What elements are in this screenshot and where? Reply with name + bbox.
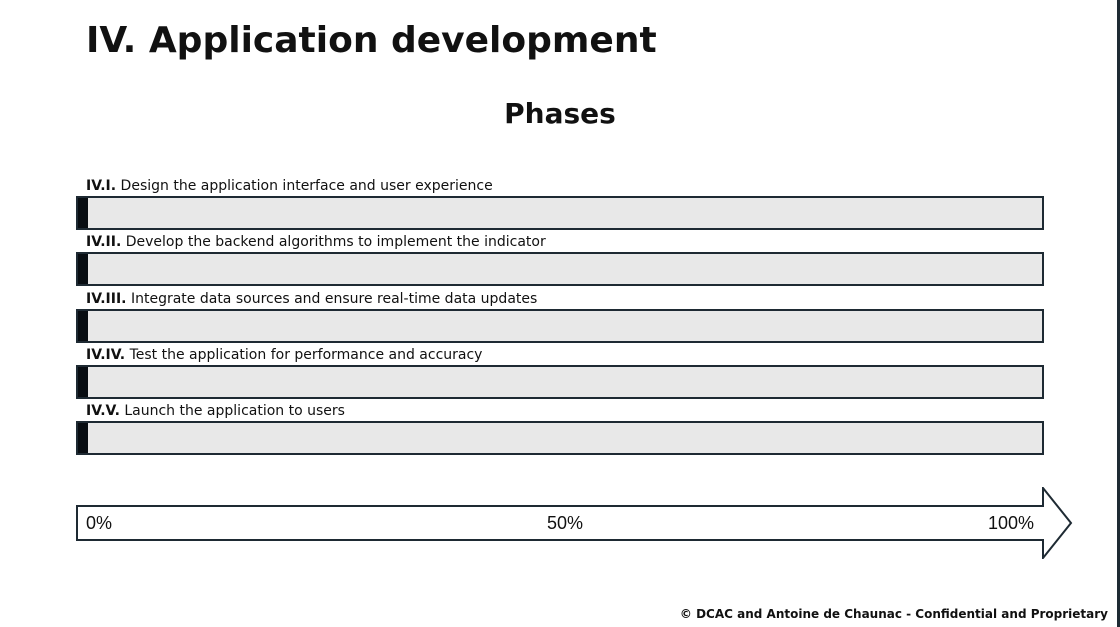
phase-label: IV.IV. Test the application for performa… [86, 346, 482, 364]
phase-progress-fill [78, 367, 88, 397]
phase-code: IV.II. [86, 234, 122, 250]
phase-text: Launch the application to users [124, 403, 345, 419]
phase-text: Integrate data sources and ensure real-t… [130, 291, 538, 307]
phase-item: IV.V. Launch the application to users [76, 402, 1044, 464]
phase-progress-fill [78, 423, 88, 453]
footer-copyright: © DCAC and Antoine de Chaunac - Confiden… [679, 607, 1108, 621]
progress-scale: 0% 50% 100% [76, 487, 1074, 559]
section-title: Phases [504, 97, 616, 130]
phase-label: IV.V. Launch the application to users [86, 402, 345, 420]
phase-text: Design the application interface and use… [120, 178, 493, 194]
phase-progress-fill [78, 254, 88, 284]
phase-code: IV.III. [86, 291, 127, 307]
phase-text: Develop the backend algorithms to implem… [125, 234, 546, 250]
phase-item: IV.IV. Test the application for performa… [76, 346, 1044, 408]
scale-label-start: 0% [86, 513, 113, 533]
scale-label-mid: 50% [546, 513, 584, 533]
phase-label: IV.I. Design the application interface a… [86, 177, 493, 195]
phase-item: IV.II. Develop the backend algorithms to… [76, 233, 1044, 295]
phase-label: IV.III. Integrate data sources and ensur… [86, 290, 537, 308]
page-title: IV. Application development [86, 20, 657, 61]
phase-item: IV.I. Design the application interface a… [76, 177, 1044, 239]
scale-label-end: 100% [987, 513, 1034, 533]
phase-progress-bar [76, 421, 1044, 455]
phase-code: IV.I. [86, 178, 117, 194]
phase-item: IV.III. Integrate data sources and ensur… [76, 290, 1044, 352]
right-edge-rule [1117, 0, 1120, 627]
phase-code: IV.V. [86, 403, 120, 419]
scale-arrow-icon [76, 487, 1073, 559]
phase-progress-bar [76, 309, 1044, 343]
phase-progress-fill [78, 198, 88, 228]
phase-progress-bar [76, 196, 1044, 230]
phase-progress-bar [76, 252, 1044, 286]
phase-progress-bar [76, 365, 1044, 399]
phase-text: Test the application for performance and… [129, 347, 483, 363]
phase-label: IV.II. Develop the backend algorithms to… [86, 233, 546, 251]
phase-code: IV.IV. [86, 347, 126, 363]
phase-progress-fill [78, 311, 88, 341]
